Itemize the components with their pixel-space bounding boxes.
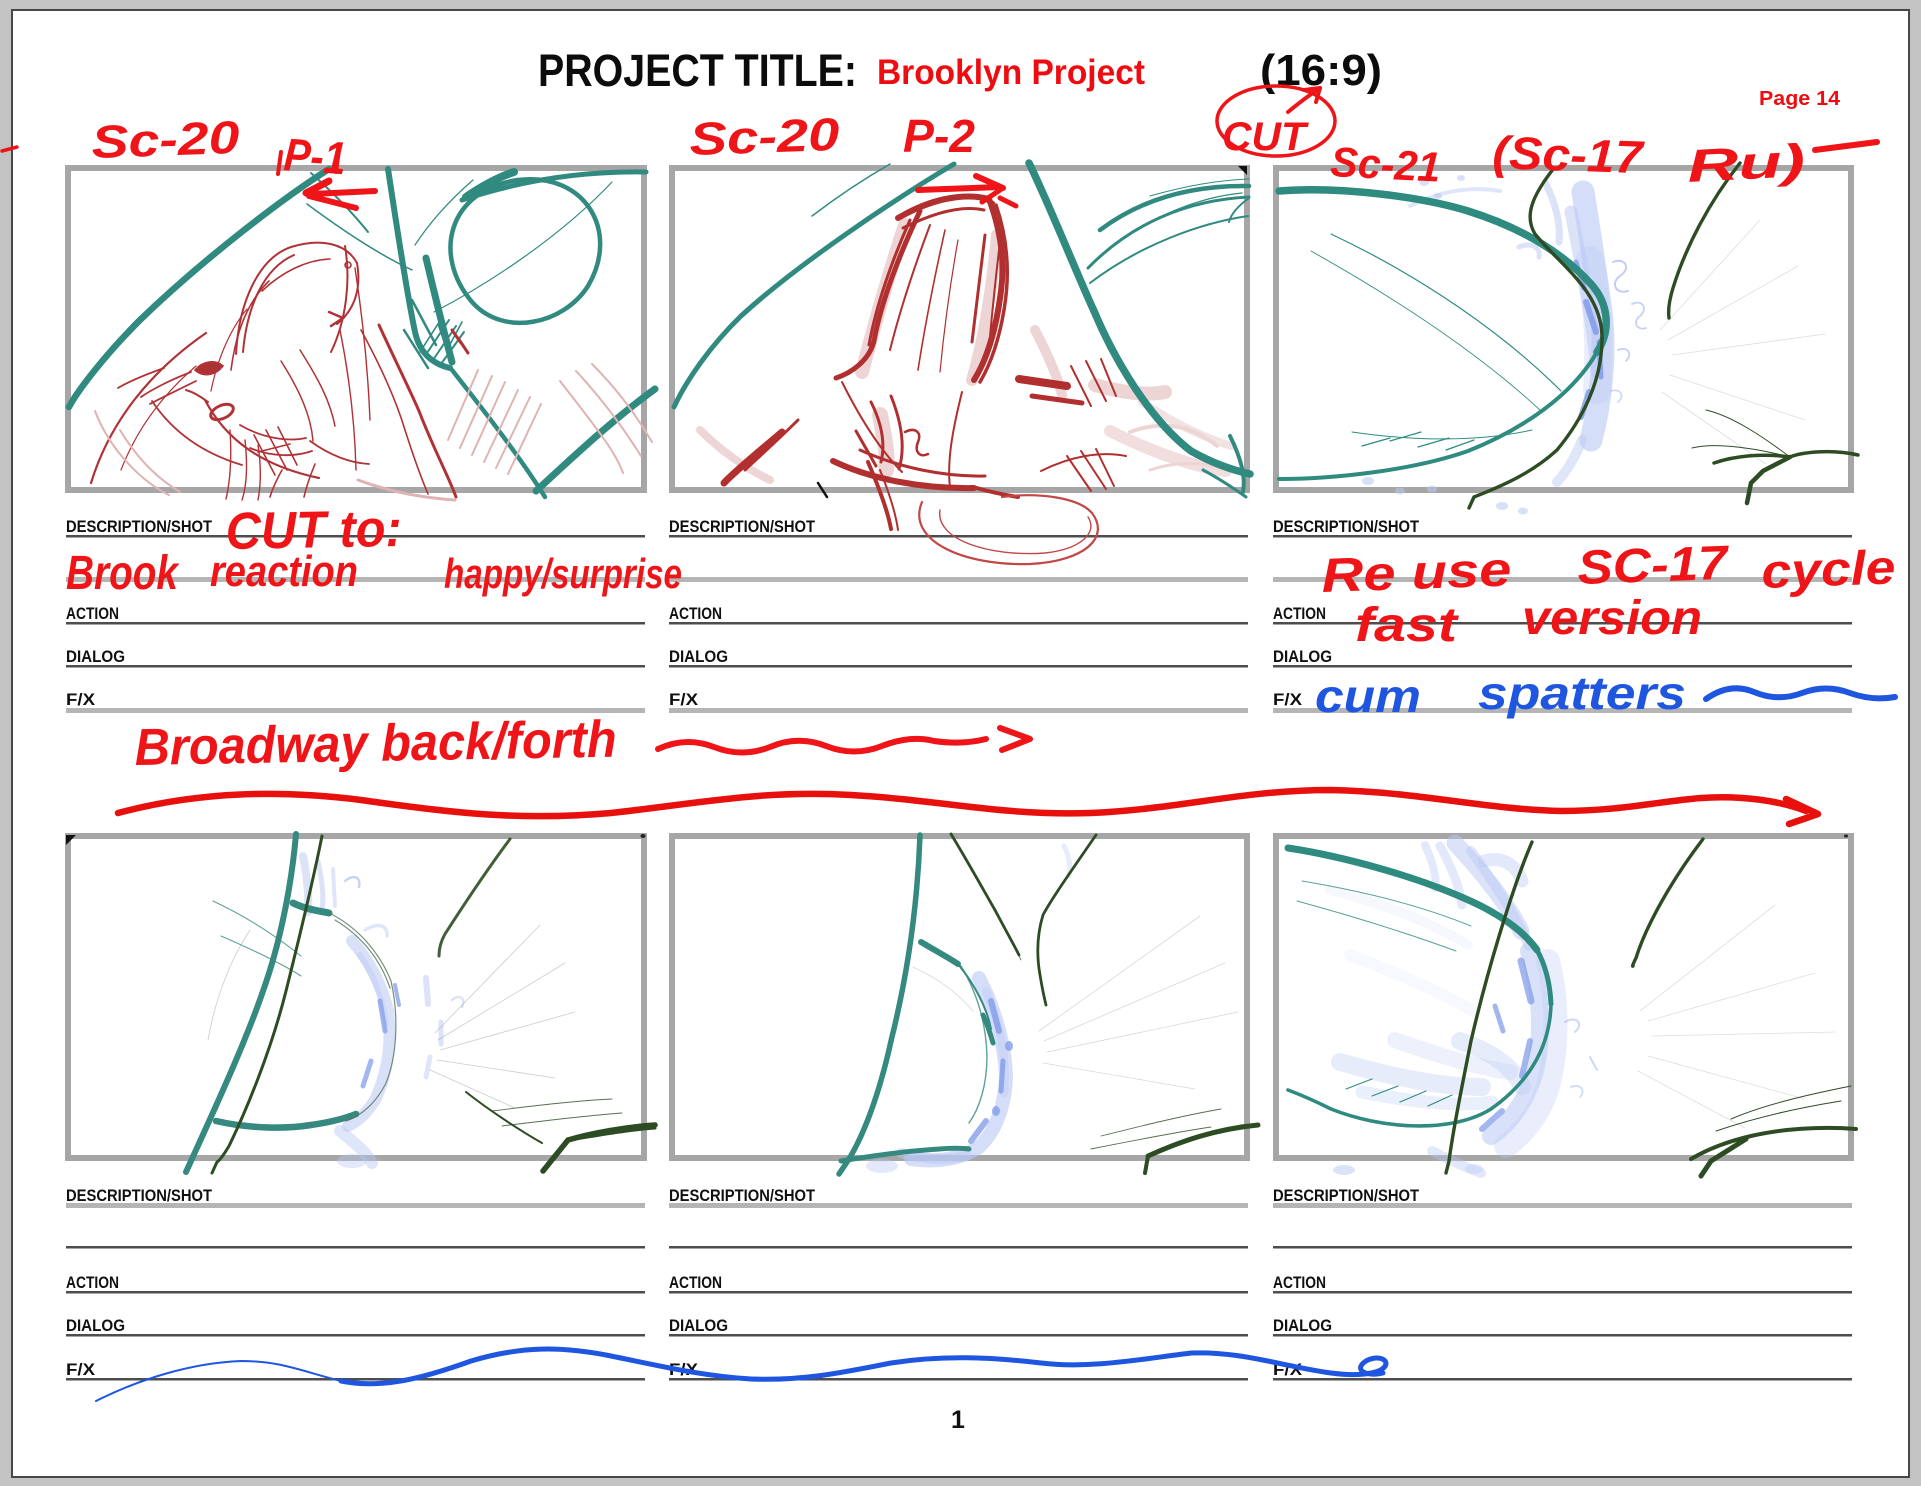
svg-text:DESCRIPTION/SHOT: DESCRIPTION/SHOT bbox=[66, 518, 212, 536]
svg-text:spatters: spatters bbox=[1478, 667, 1686, 719]
svg-text:version: version bbox=[1522, 592, 1702, 645]
svg-text:(Sc-17: (Sc-17 bbox=[1492, 126, 1646, 183]
svg-text:DIALOG: DIALOG bbox=[1273, 648, 1332, 666]
svg-text:happy/surprise: happy/surprise bbox=[444, 550, 682, 597]
svg-text:DESCRIPTION/SHOT: DESCRIPTION/SHOT bbox=[1273, 1187, 1419, 1205]
svg-text:DIALOG: DIALOG bbox=[669, 1317, 728, 1335]
svg-text:CUT: CUT bbox=[1222, 115, 1310, 159]
svg-text:F/X: F/X bbox=[669, 691, 698, 709]
svg-text:DIALOG: DIALOG bbox=[66, 1317, 125, 1335]
svg-text:Ru): Ru) bbox=[1686, 134, 1807, 192]
svg-text:Sc-21: Sc-21 bbox=[1329, 138, 1441, 191]
svg-text:F/X: F/X bbox=[1273, 691, 1302, 709]
svg-text:fast: fast bbox=[1355, 599, 1459, 652]
svg-text:DESCRIPTION/SHOT: DESCRIPTION/SHOT bbox=[669, 518, 815, 536]
svg-text:DIALOG: DIALOG bbox=[66, 648, 125, 666]
svg-text:1: 1 bbox=[951, 1406, 965, 1434]
svg-text:CUT to:: CUT to: bbox=[225, 500, 402, 561]
svg-text:SC-17: SC-17 bbox=[1577, 537, 1731, 595]
svg-text:Sc-20: Sc-20 bbox=[689, 108, 841, 165]
svg-text:Page 14: Page 14 bbox=[1759, 88, 1841, 110]
svg-text:ACTION: ACTION bbox=[66, 605, 119, 623]
svg-text:ACTION: ACTION bbox=[669, 605, 722, 623]
svg-text:DESCRIPTION/SHOT: DESCRIPTION/SHOT bbox=[669, 1187, 815, 1205]
svg-text:ACTION: ACTION bbox=[1273, 1274, 1326, 1292]
svg-text:DESCRIPTION/SHOT: DESCRIPTION/SHOT bbox=[1273, 518, 1419, 536]
svg-text:F/X: F/X bbox=[66, 1361, 95, 1379]
svg-text:cycle: cycle bbox=[1761, 541, 1897, 599]
svg-text:Brook: Brook bbox=[66, 547, 180, 600]
svg-text:F/X: F/X bbox=[66, 691, 95, 709]
svg-text:Re use: Re use bbox=[1321, 543, 1513, 603]
svg-text:ACTION: ACTION bbox=[669, 1274, 722, 1292]
svg-text:P-2: P-2 bbox=[903, 110, 975, 162]
svg-text:ACTION: ACTION bbox=[1273, 605, 1326, 623]
svg-text:Brooklyn Project: Brooklyn Project bbox=[877, 53, 1145, 92]
svg-text:ACTION: ACTION bbox=[66, 1274, 119, 1292]
svg-text:PROJECT TITLE:: PROJECT TITLE: bbox=[538, 45, 857, 96]
svg-text:reaction: reaction bbox=[210, 547, 358, 596]
svg-text:DIALOG: DIALOG bbox=[1273, 1317, 1332, 1335]
svg-text:cum: cum bbox=[1315, 670, 1421, 722]
svg-text:DESCRIPTION/SHOT: DESCRIPTION/SHOT bbox=[66, 1187, 212, 1205]
svg-text:Sc-20: Sc-20 bbox=[91, 111, 241, 168]
svg-text:DIALOG: DIALOG bbox=[669, 648, 728, 666]
svg-text:Broadway back/forth: Broadway back/forth bbox=[134, 711, 617, 777]
